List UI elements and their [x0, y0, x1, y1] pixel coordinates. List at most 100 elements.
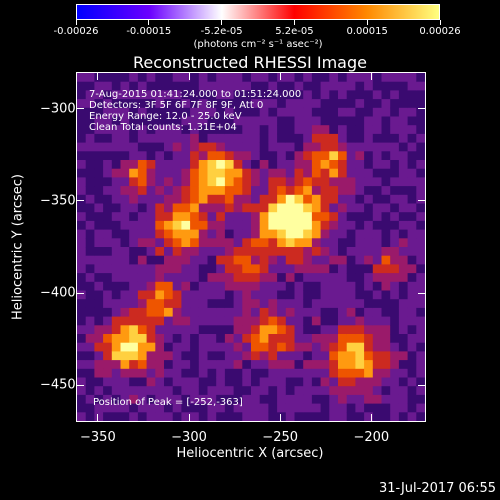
heatmap-cell [181, 160, 191, 170]
heatmap-cell [198, 125, 208, 135]
heatmap-cell [364, 403, 374, 413]
heatmap-cell [372, 351, 382, 361]
heatmap-cell [155, 394, 165, 404]
heatmap-cell [390, 299, 400, 309]
heatmap-cell [111, 307, 121, 317]
heatmap-cell [259, 125, 269, 135]
heatmap-cell [407, 168, 417, 178]
heatmap-cell [372, 247, 382, 257]
heatmap-cell [120, 73, 130, 83]
heatmap-cell [120, 290, 130, 300]
heatmap-cell [111, 107, 121, 117]
heatmap-cell [111, 177, 121, 187]
heatmap-cell [416, 194, 425, 204]
heatmap-cell [320, 264, 330, 274]
heatmap-cell [129, 325, 139, 335]
heatmap-cell [198, 307, 208, 317]
heatmap-cell [77, 299, 87, 309]
heatmap-cell [251, 377, 261, 387]
heatmap-cell [268, 212, 278, 222]
heatmap-cell [285, 238, 295, 248]
heatmap-cell [355, 212, 365, 222]
heatmap-cell [207, 247, 217, 257]
heatmap-cell [137, 377, 147, 387]
heatmap-cell [224, 394, 234, 404]
heatmap-cell [251, 160, 261, 170]
heatmap-cell [242, 342, 252, 352]
heatmap-cell [268, 316, 278, 326]
heatmap-cell [285, 342, 295, 352]
heatmap-cell [277, 125, 287, 135]
heatmap-cell [207, 342, 217, 352]
heatmap-cell [407, 212, 417, 222]
heatmap-cell [129, 125, 139, 135]
heatmap-cell [216, 107, 226, 117]
heatmap-cell [207, 255, 217, 265]
heatmap-cell [407, 194, 417, 204]
heatmap-cell [129, 334, 139, 344]
heatmap-cell [103, 99, 113, 109]
heatmap-cell [277, 351, 287, 361]
heatmap-cell [294, 203, 304, 213]
heatmap-cell [311, 229, 321, 239]
heatmap-cell [259, 90, 269, 100]
heatmap-cell [120, 194, 130, 204]
heatmap-cell [242, 125, 252, 135]
heatmap-cell [146, 133, 156, 143]
heatmap-cell [390, 116, 400, 126]
heatmap-cell [216, 334, 226, 344]
heatmap-cell [320, 403, 330, 413]
heatmap-cell [224, 203, 234, 213]
heatmap-cell [364, 273, 374, 283]
x-tick-label: −350 [80, 430, 116, 445]
heatmap-cell [303, 125, 313, 135]
heatmap-cell [181, 116, 191, 126]
heatmap-cell [346, 360, 356, 370]
heatmap-cell [259, 238, 269, 248]
heatmap-cell [346, 186, 356, 196]
heatmap-cell [164, 133, 174, 143]
heatmap-cell [216, 125, 226, 135]
heatmap-cell [338, 151, 348, 161]
heatmap-cell [416, 281, 425, 291]
heatmap-cell [233, 255, 243, 265]
heatmap-cell [416, 255, 425, 265]
heatmap-cell [277, 325, 287, 335]
heatmap-cell [268, 151, 278, 161]
heatmap-cell [233, 220, 243, 230]
heatmap-cell [407, 81, 417, 91]
heatmap-cell [198, 238, 208, 248]
heatmap-cell [216, 220, 226, 230]
heatmap-cell [416, 342, 425, 352]
heatmap-cell [285, 229, 295, 239]
heatmap-cell [320, 247, 330, 257]
heatmap-cell [111, 377, 121, 387]
heatmap-cell [268, 264, 278, 274]
heatmap-cell [190, 238, 200, 248]
heatmap-cell [320, 412, 330, 421]
heatmap-cell [329, 290, 339, 300]
heatmap-cell [103, 194, 113, 204]
heatmap-cell [390, 377, 400, 387]
heatmap-cell [85, 186, 95, 196]
heatmap-cell [129, 273, 139, 283]
heatmap-cell [181, 133, 191, 143]
heatmap-cell [216, 403, 226, 413]
heatmap-cell [164, 125, 174, 135]
heatmap-cell [355, 394, 365, 404]
heatmap-cell [416, 377, 425, 387]
heatmap-cell [155, 386, 165, 396]
heatmap-cell [77, 229, 87, 239]
heatmap-cell [338, 125, 348, 135]
heatmap-cell [338, 238, 348, 248]
heatmap-cell [137, 107, 147, 117]
heatmap-cell [311, 281, 321, 291]
heatmap-cell [120, 168, 130, 178]
heatmap-cell [372, 412, 382, 421]
heatmap-cell [111, 403, 121, 413]
heatmap-cell [103, 107, 113, 117]
heatmap-cell [164, 229, 174, 239]
heatmap-cell [338, 368, 348, 378]
heatmap-cell [146, 238, 156, 248]
heatmap-cell [259, 386, 269, 396]
